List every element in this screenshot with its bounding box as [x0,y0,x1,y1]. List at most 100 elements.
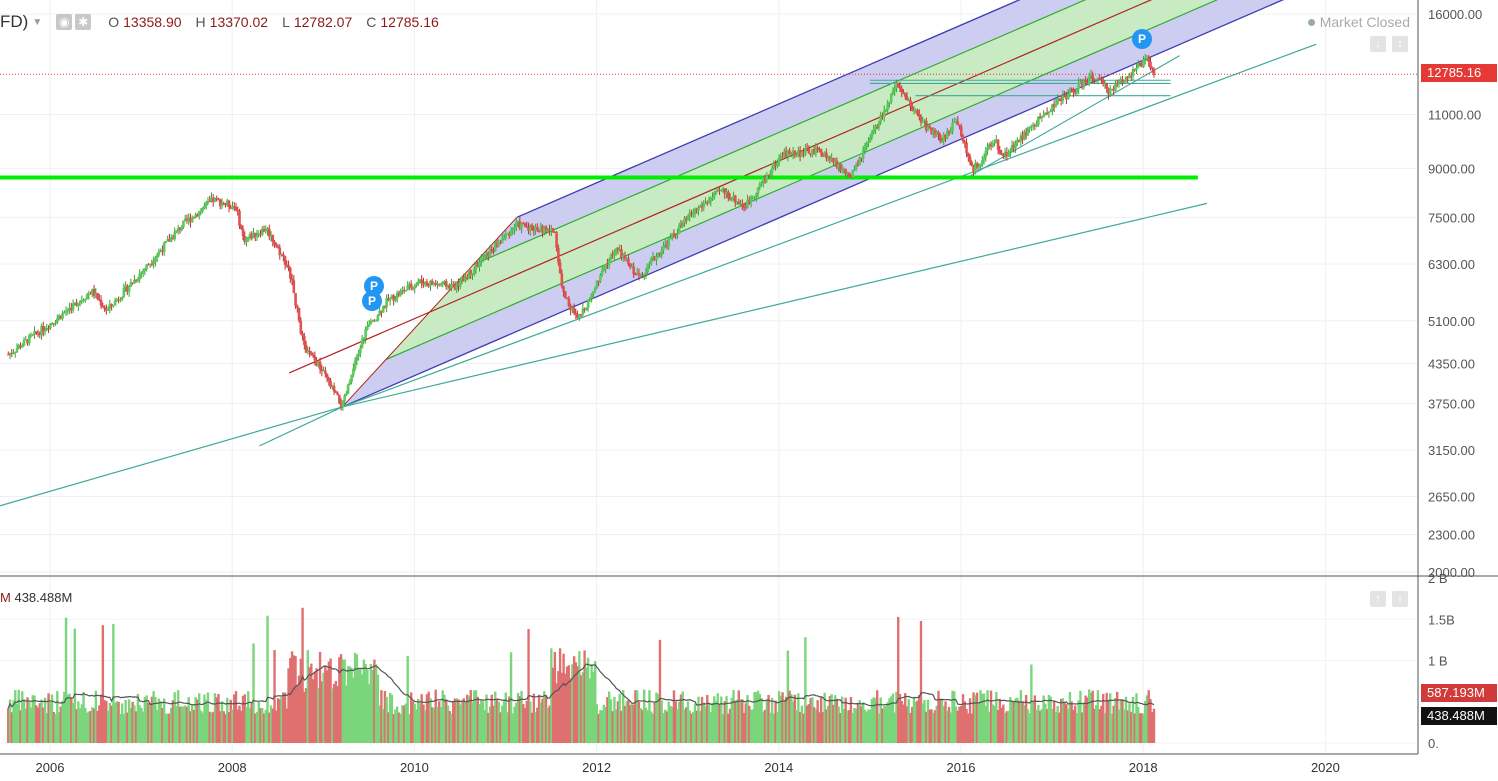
volume-bar [494,691,497,743]
candle-body [208,201,212,203]
candle-body [73,302,77,304]
marker-badge[interactable]: P [1132,29,1152,49]
volume-bar [657,694,660,743]
volume-bar [713,696,716,743]
volume-bar [1045,709,1049,743]
volume-bar [586,657,590,743]
candle-body [320,369,324,371]
candle-body [509,229,513,237]
candle-body [737,201,741,205]
volume-bar [854,708,858,743]
candle-body [317,361,320,366]
candle-body [662,245,665,251]
volume-bar [73,628,77,743]
candle-body [485,252,488,256]
candle-body [8,353,12,355]
volume-bar [416,698,420,743]
volume-bar [606,697,609,743]
volume-bar [865,711,868,743]
volume-bar [877,713,881,743]
arrow-down-icon[interactable]: ↓ [1370,36,1386,52]
candle-body [902,91,905,94]
candle-body [246,237,250,239]
volume-bar [385,696,388,743]
volume-bar [278,699,281,743]
arrow-up-icon[interactable]: ↑ [1370,591,1386,607]
arrow-up-icon[interactable]: ↕ [1392,36,1408,52]
volume-bar [1091,690,1094,743]
volume-bar [488,706,492,743]
gear-icon[interactable]: ✱ [75,14,92,30]
candle-body [348,381,352,385]
volume-bar [520,690,523,743]
candle-body [593,287,597,292]
volume-bar [1144,701,1147,743]
volume-bar [1068,692,1072,743]
volume-bar [1059,698,1063,743]
volume-bar [1110,713,1114,743]
candle-body [92,288,96,297]
candle-body [900,88,904,92]
candle-body [1149,61,1152,69]
volume-bar [532,693,536,743]
candle-body [399,290,402,296]
volume-bar [772,713,776,743]
candle-body [1012,145,1016,148]
volume-bar [282,692,285,743]
candle-body [786,150,790,157]
volume-bar [571,664,574,743]
candle-body [54,322,57,324]
candle-body [762,177,765,184]
volume-bar [912,696,916,743]
candle-body [467,269,471,280]
candle-body [523,223,527,227]
candle-body [874,126,877,130]
candle-body [350,374,353,382]
candle-body [1068,88,1072,94]
candle-body [15,348,19,352]
volume-bar [1056,706,1059,743]
candle-body [273,241,276,246]
volume-bar [1117,709,1121,743]
candle-body [711,197,714,199]
candle-body [595,280,599,288]
arrow-up-icon[interactable]: ↕ [1392,591,1408,607]
volume-bar [140,707,143,743]
volume-bar [1080,712,1084,743]
volume-bar [92,708,96,743]
candle-body [189,217,192,223]
candle-body [369,320,373,325]
candle-body [155,254,159,258]
candle-body [648,263,651,265]
volume-bar [944,701,947,743]
volume-bar [1130,711,1133,743]
volume-bar [182,706,185,743]
candle-body [479,258,483,262]
chevron-down-icon[interactable]: ▼ [32,16,43,28]
marker-badge[interactable]: P [362,291,382,311]
eye-icon[interactable]: ◉ [56,14,73,30]
volume-bar [1038,710,1042,743]
volume-bar [1135,693,1138,743]
volume-bar [709,711,712,743]
symbol-name[interactable]: FD) [0,12,29,31]
candle-body [483,255,487,259]
volume-bar [236,709,239,743]
candle-body [788,150,791,155]
candle-body [446,284,450,287]
volume-bar [786,650,790,743]
candle-body [418,279,422,282]
candle-body [66,310,70,312]
candle-body [767,174,770,176]
volume-bar [192,709,196,743]
candle-body [499,242,502,244]
candle-body [127,286,131,292]
volume-bar [1147,690,1150,743]
volume-bar [635,690,639,743]
candle-body [735,201,739,203]
volume-bar [595,704,599,743]
volume-bar [285,708,289,743]
candle-body [96,293,99,300]
candle-body [36,333,40,335]
